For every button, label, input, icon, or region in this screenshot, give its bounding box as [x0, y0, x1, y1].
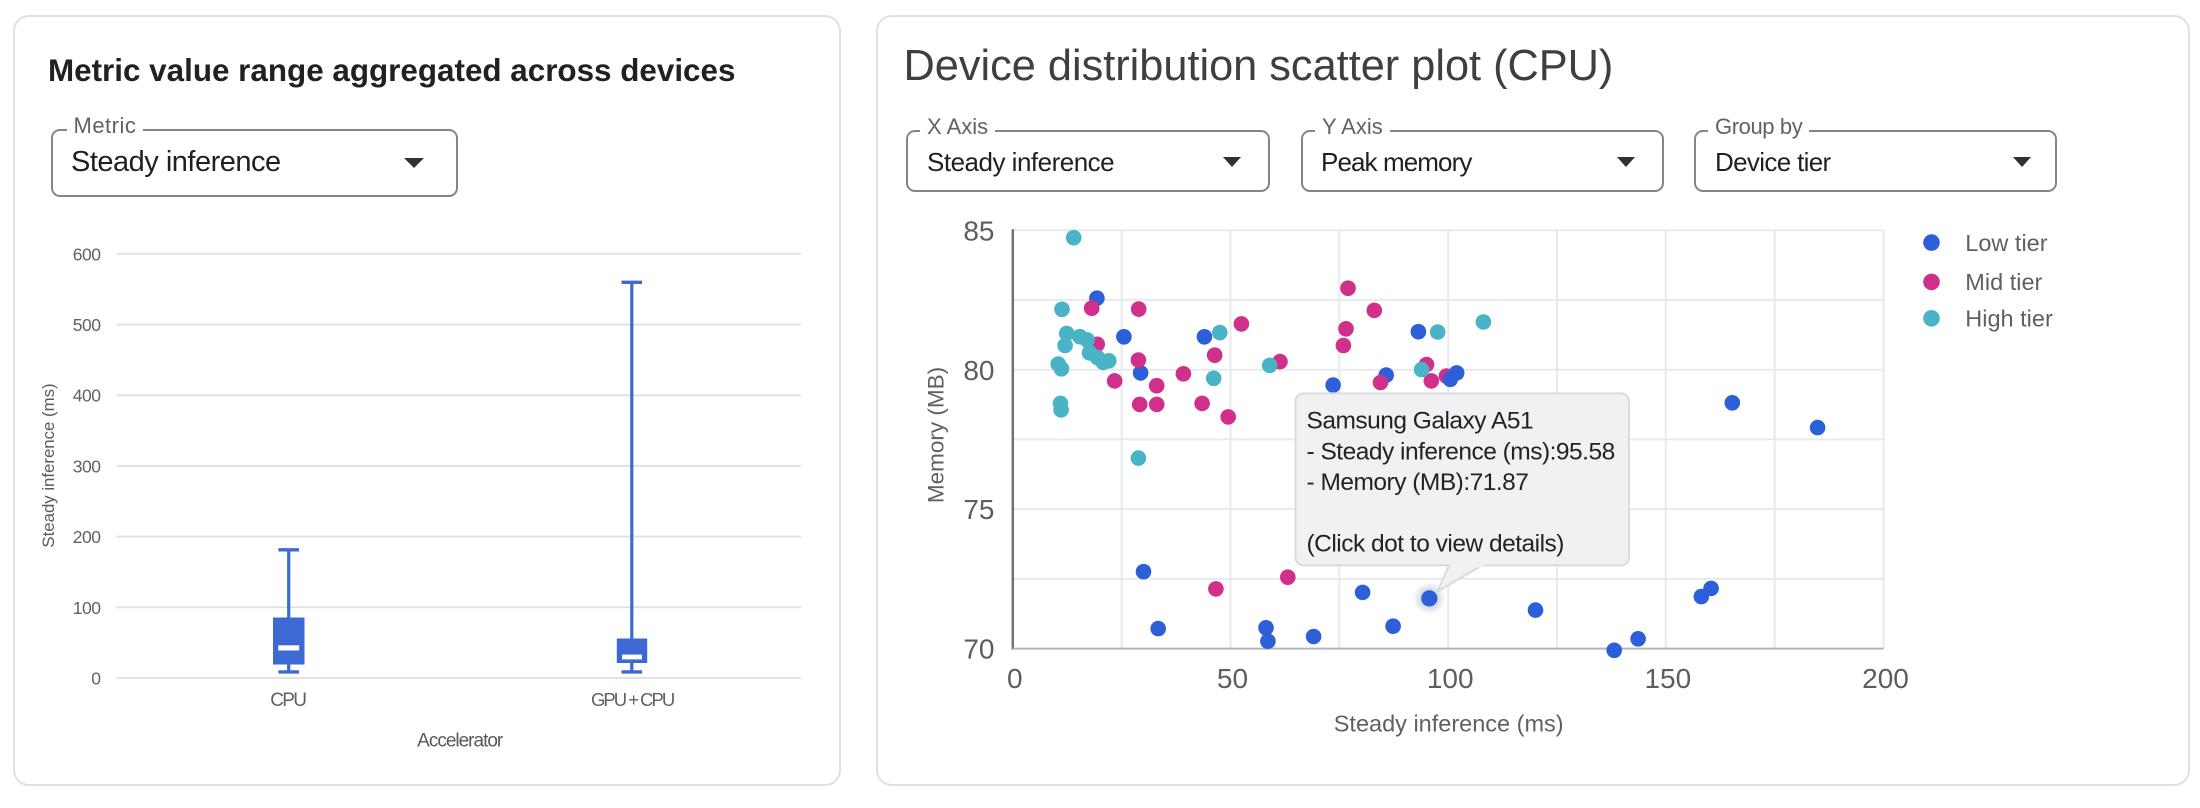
svg-text:500: 500	[73, 315, 101, 335]
svg-text:400: 400	[73, 386, 101, 406]
svg-text:0: 0	[91, 669, 101, 689]
svg-text:150: 150	[1644, 663, 1691, 694]
svg-text:Accelerator: Accelerator	[417, 731, 504, 752]
svg-text:300: 300	[73, 456, 101, 476]
svg-text:50: 50	[1217, 663, 1248, 694]
svg-text:Steady inference (ms): Steady inference (ms)	[39, 383, 58, 547]
svg-text:200: 200	[73, 527, 101, 547]
svg-text:600: 600	[73, 244, 101, 264]
svg-text:Memory (MB): Memory (MB)	[924, 367, 949, 503]
svg-text:100: 100	[1427, 663, 1474, 694]
svg-text:Low tier: Low tier	[1965, 230, 2047, 256]
svg-text:GPU + CPU: GPU + CPU	[591, 689, 674, 710]
svg-text:100: 100	[73, 598, 101, 618]
svg-text:Steady inference (ms): Steady inference (ms)	[1334, 711, 1564, 737]
svg-text:80: 80	[963, 355, 994, 386]
svg-text:High tier: High tier	[1965, 306, 2053, 332]
svg-text:(Click dot to view details): (Click dot to view details)	[1307, 531, 1564, 558]
svg-text:85: 85	[963, 215, 994, 246]
svg-text:Mid tier: Mid tier	[1965, 269, 2042, 295]
svg-text:CPU: CPU	[270, 690, 306, 711]
svg-text:- Steady inference (ms):95.58: - Steady inference (ms):95.58	[1307, 438, 1615, 465]
svg-text:70: 70	[963, 634, 994, 665]
svg-text:75: 75	[963, 494, 994, 525]
svg-text:0: 0	[1007, 663, 1023, 694]
svg-text:- Memory (MB):71.87: - Memory (MB):71.87	[1307, 469, 1529, 496]
svg-text:200: 200	[1862, 663, 1909, 694]
svg-text:Samsung Galaxy A51: Samsung Galaxy A51	[1307, 408, 1534, 435]
